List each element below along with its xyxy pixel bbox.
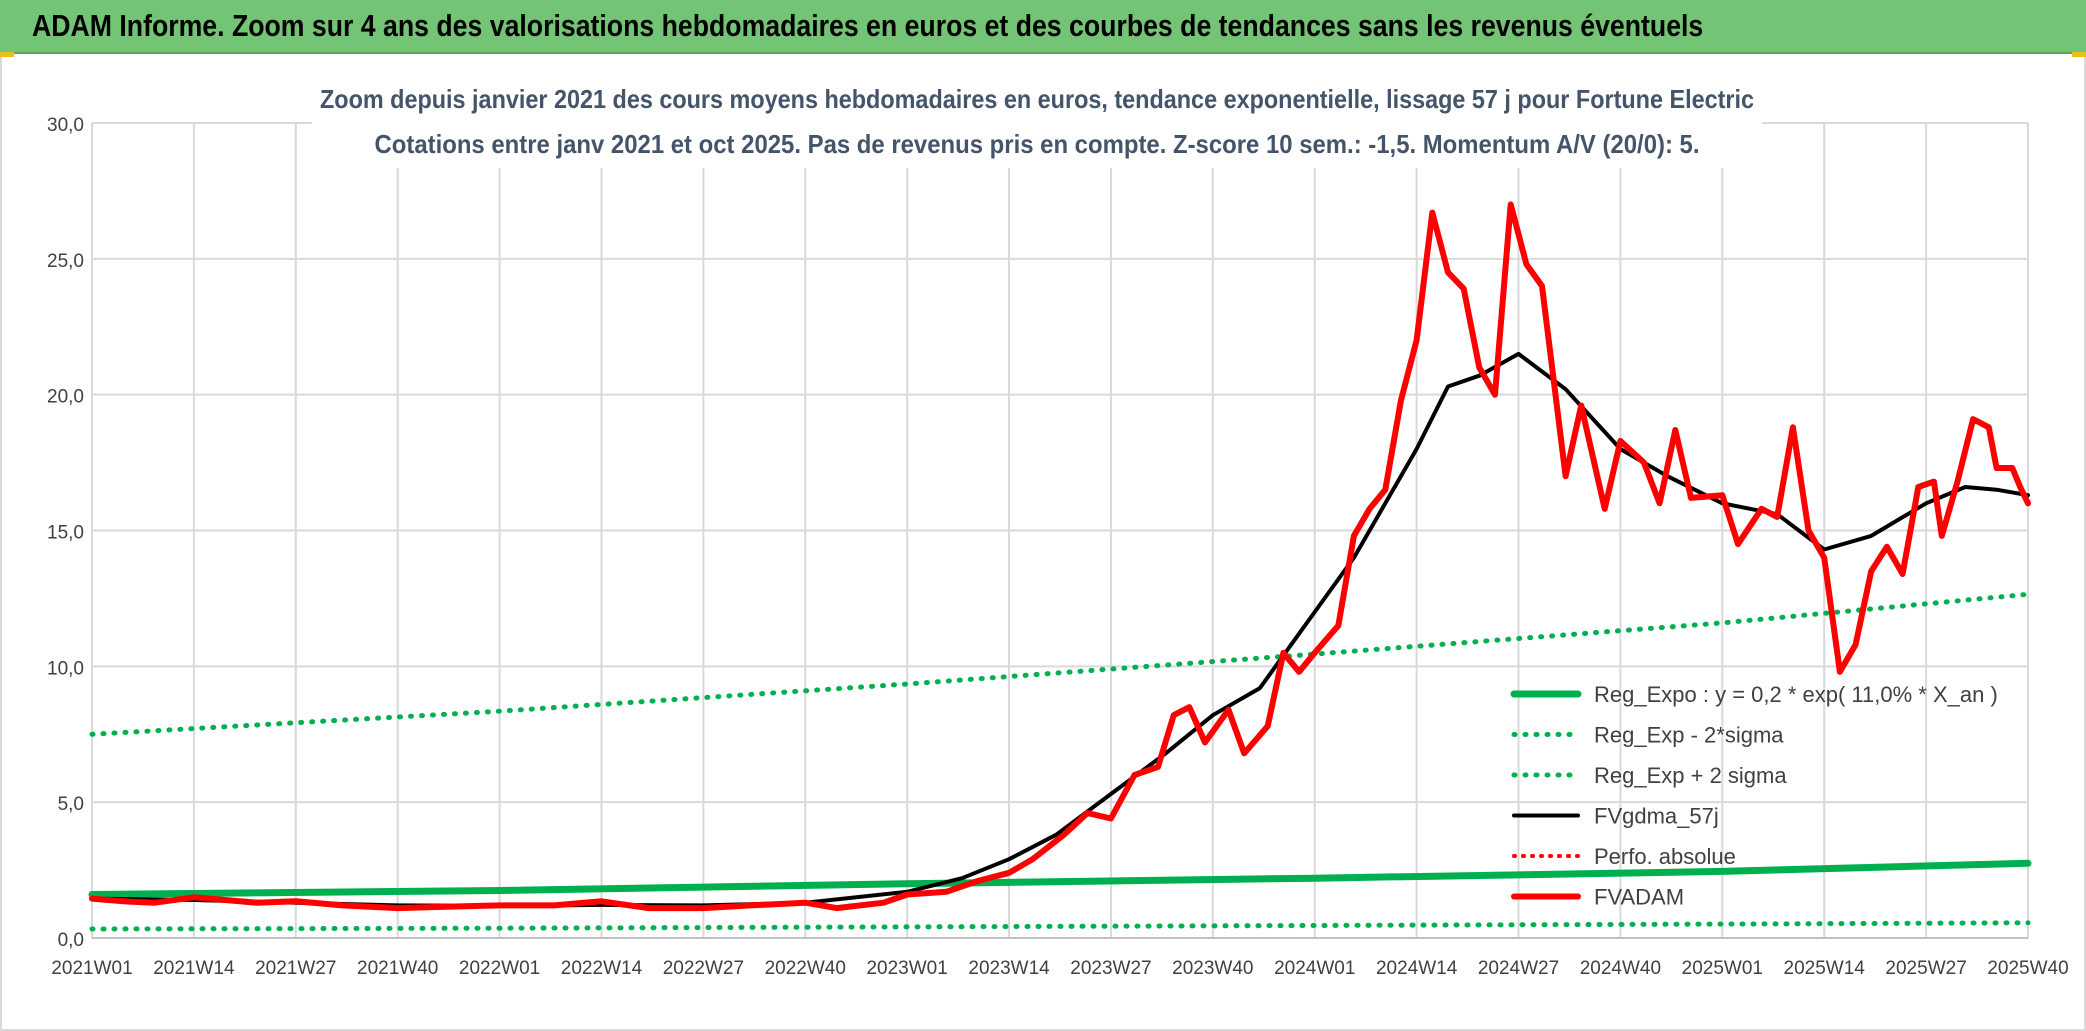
x-tick-label: 2024W27: [1478, 958, 1559, 979]
chart-title-line-1: Zoom depuis janvier 2021 des cours moyen…: [320, 84, 1754, 114]
x-tick-label: 2023W27: [1070, 958, 1151, 979]
x-tick-label: 2024W01: [1274, 958, 1355, 979]
x-tick-label: 2024W40: [1580, 958, 1661, 979]
y-tick-label: 10,0: [47, 658, 84, 679]
x-tick-label: 2023W40: [1172, 958, 1253, 979]
series-fvadam: [89, 201, 2031, 912]
corner-marker: [0, 52, 14, 57]
series-fvgdma-57j: [90, 351, 2030, 908]
chart-title-line-2: Cotations entre janv 2021 et oct 2025. P…: [375, 129, 1700, 159]
x-tick-label: 2025W14: [1784, 958, 1866, 979]
series-layer: [88, 201, 2032, 932]
x-tick-label: 2021W14: [153, 958, 235, 979]
x-tick-label: 2022W27: [663, 958, 744, 979]
x-tick-label: 2022W14: [561, 958, 643, 979]
x-tick-label: 2021W01: [51, 958, 132, 979]
x-tick-label: 2022W01: [459, 958, 540, 979]
y-axis: 0,0 5,0 10,0 15,0 20,0 25,0 30,0: [47, 115, 84, 951]
x-tick-label: 2021W27: [255, 958, 336, 979]
y-tick-label: 5,0: [58, 794, 84, 815]
x-tick-label: 2025W27: [1885, 958, 1966, 979]
corner-marker: [2072, 52, 2086, 57]
x-tick-label: 2025W01: [1682, 958, 1763, 979]
x-tick-label: 2021W40: [357, 958, 438, 979]
series-reg-expo: [88, 859, 2032, 898]
legend-label: Reg_Expo : y = 0,2 * exp( 11,0% * X_an ): [1594, 682, 1998, 707]
grid: [91, 122, 2029, 939]
legend-label: Reg_Exp + 2 sigma: [1594, 763, 1787, 788]
x-tick-label: 2023W01: [866, 958, 947, 979]
legend-label: FVADAM: [1594, 885, 1684, 910]
x-tick-label: 2024W14: [1376, 958, 1458, 979]
y-tick-label: 0,0: [58, 930, 84, 951]
series-reg-minus-2sigma: [89, 920, 2031, 932]
y-tick-label: 20,0: [47, 387, 84, 408]
chart-title-backdrop: [312, 78, 1762, 168]
report-title: ADAM Informe. Zoom sur 4 ans des valoris…: [32, 8, 1704, 43]
y-tick-label: 15,0: [47, 523, 84, 544]
legend-label: Reg_Exp - 2*sigma: [1594, 723, 1784, 748]
x-tick-label: 2022W40: [765, 958, 846, 979]
x-tick-label: 2023W14: [968, 958, 1050, 979]
report-banner: ADAM Informe. Zoom sur 4 ans des valoris…: [0, 0, 2086, 54]
y-tick-label: 25,0: [47, 251, 84, 272]
legend-label: Perfo. absolue: [1594, 844, 1736, 869]
x-axis: 2021W01 2021W14 2021W27 2021W40 2022W01 2022W…: [51, 937, 2069, 979]
y-tick-label: 30,0: [47, 115, 84, 136]
legend: Reg_Expo : y = 0,2 * exp( 11,0% * X_an )…: [1510, 682, 1998, 910]
x-tick-label: 2025W40: [1987, 958, 2068, 979]
legend-label: FVgdma_57j: [1594, 804, 1719, 829]
series-reg-plus-2sigma: [89, 591, 2031, 737]
